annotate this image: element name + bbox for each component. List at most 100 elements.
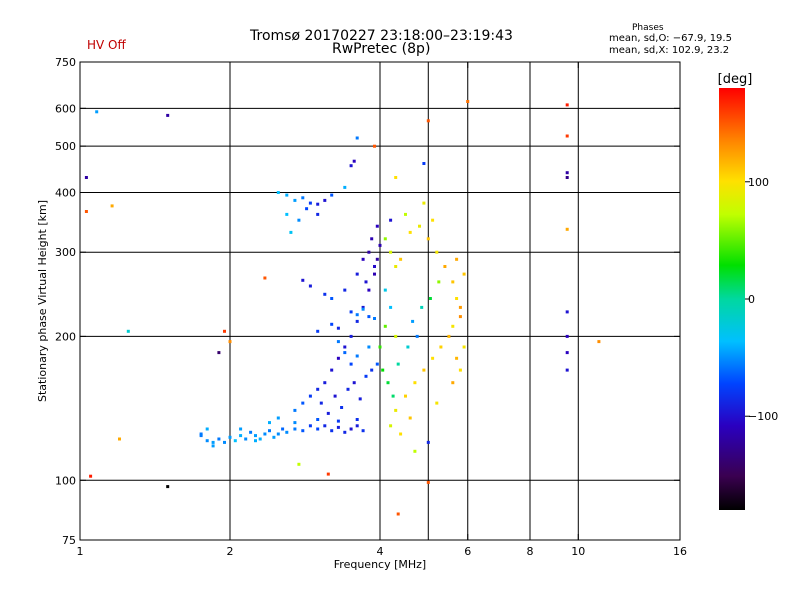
data-point xyxy=(346,387,350,391)
phases-legend-title: Phases xyxy=(632,23,664,33)
x-tick-label: 1 xyxy=(77,545,84,558)
data-point xyxy=(89,474,93,478)
data-point xyxy=(205,439,209,443)
data-point xyxy=(378,243,382,247)
data-point xyxy=(343,288,347,292)
data-point xyxy=(466,100,470,103)
x-tick-label: 8 xyxy=(527,545,534,558)
data-point xyxy=(211,440,215,444)
data-point xyxy=(364,374,368,378)
data-point xyxy=(426,119,430,123)
data-point xyxy=(394,408,398,412)
colorbar-tick-label: 0 xyxy=(748,293,755,306)
data-point xyxy=(319,401,323,405)
data-point xyxy=(316,212,320,216)
data-point xyxy=(326,472,330,476)
data-point xyxy=(166,485,170,489)
data-point xyxy=(422,201,426,205)
data-point xyxy=(352,381,356,385)
data-point xyxy=(439,345,443,349)
data-point xyxy=(244,437,248,441)
data-point xyxy=(565,351,569,355)
data-point xyxy=(293,421,297,425)
data-point xyxy=(418,224,421,228)
data-point xyxy=(301,278,305,282)
data-point xyxy=(361,257,365,261)
data-point xyxy=(349,362,353,366)
data-point xyxy=(462,272,466,276)
data-point xyxy=(404,212,407,216)
data-point xyxy=(399,432,403,436)
y-tick-label: 75 xyxy=(62,534,76,547)
data-point xyxy=(316,329,320,333)
data-point xyxy=(394,334,398,338)
data-point xyxy=(308,201,312,205)
data-point xyxy=(316,202,320,206)
data-point xyxy=(205,427,209,431)
data-point xyxy=(316,418,320,421)
data-point xyxy=(389,250,393,254)
x-axis-label: Frequency [MHz] xyxy=(334,558,426,571)
data-point xyxy=(343,351,347,355)
data-point xyxy=(422,162,426,165)
data-point xyxy=(285,430,289,434)
data-point xyxy=(437,280,441,284)
data-point xyxy=(361,305,365,309)
data-point xyxy=(367,345,371,349)
data-point xyxy=(268,429,271,433)
data-point xyxy=(293,408,297,412)
data-point xyxy=(394,176,398,179)
y-tick-label: 300 xyxy=(55,246,76,259)
data-point xyxy=(336,356,340,360)
x-tick-label: 6 xyxy=(464,545,471,558)
data-point xyxy=(396,512,400,516)
data-point xyxy=(272,435,276,439)
data-point xyxy=(420,305,424,309)
data-point xyxy=(336,326,340,330)
data-point xyxy=(431,356,435,360)
grid-lines xyxy=(80,62,680,540)
data-point xyxy=(355,319,359,323)
data-point xyxy=(422,368,426,372)
data-point xyxy=(223,440,226,444)
data-point xyxy=(263,276,267,280)
data-point xyxy=(426,480,430,484)
data-point xyxy=(383,288,387,292)
data-point xyxy=(276,432,280,436)
data-point xyxy=(333,394,337,398)
data-point xyxy=(565,134,569,138)
data-point xyxy=(458,305,462,309)
data-point xyxy=(263,432,267,436)
data-point xyxy=(373,265,376,268)
data-point xyxy=(276,191,280,194)
data-point xyxy=(126,329,130,333)
data-point xyxy=(455,297,459,300)
data-point xyxy=(110,204,114,208)
data-point xyxy=(349,334,353,338)
axis-ticks: 1 2 4 6 8 10 16 75 100 200 300 400 500 600 750 xyxy=(55,56,687,558)
data-point xyxy=(233,439,237,443)
data-point xyxy=(451,324,455,328)
x-tick-label: 16 xyxy=(673,545,687,558)
data-point xyxy=(389,218,393,222)
data-point xyxy=(254,434,257,438)
data-point xyxy=(364,280,368,284)
data-point xyxy=(458,315,462,319)
y-tick-label: 750 xyxy=(55,56,76,69)
data-point xyxy=(373,144,376,148)
data-point xyxy=(228,340,232,344)
data-point xyxy=(258,437,262,441)
data-point xyxy=(413,381,417,385)
data-point xyxy=(404,394,407,398)
data-point xyxy=(355,272,359,276)
data-point xyxy=(254,439,257,443)
data-point xyxy=(336,340,340,344)
data-point xyxy=(426,440,430,444)
x-tick-label: 4 xyxy=(377,545,384,558)
y-tick-label: 100 xyxy=(55,474,76,487)
data-point xyxy=(565,310,569,314)
data-point xyxy=(565,171,569,175)
data-point xyxy=(293,198,297,202)
data-point xyxy=(355,418,359,421)
data-point xyxy=(435,401,439,405)
